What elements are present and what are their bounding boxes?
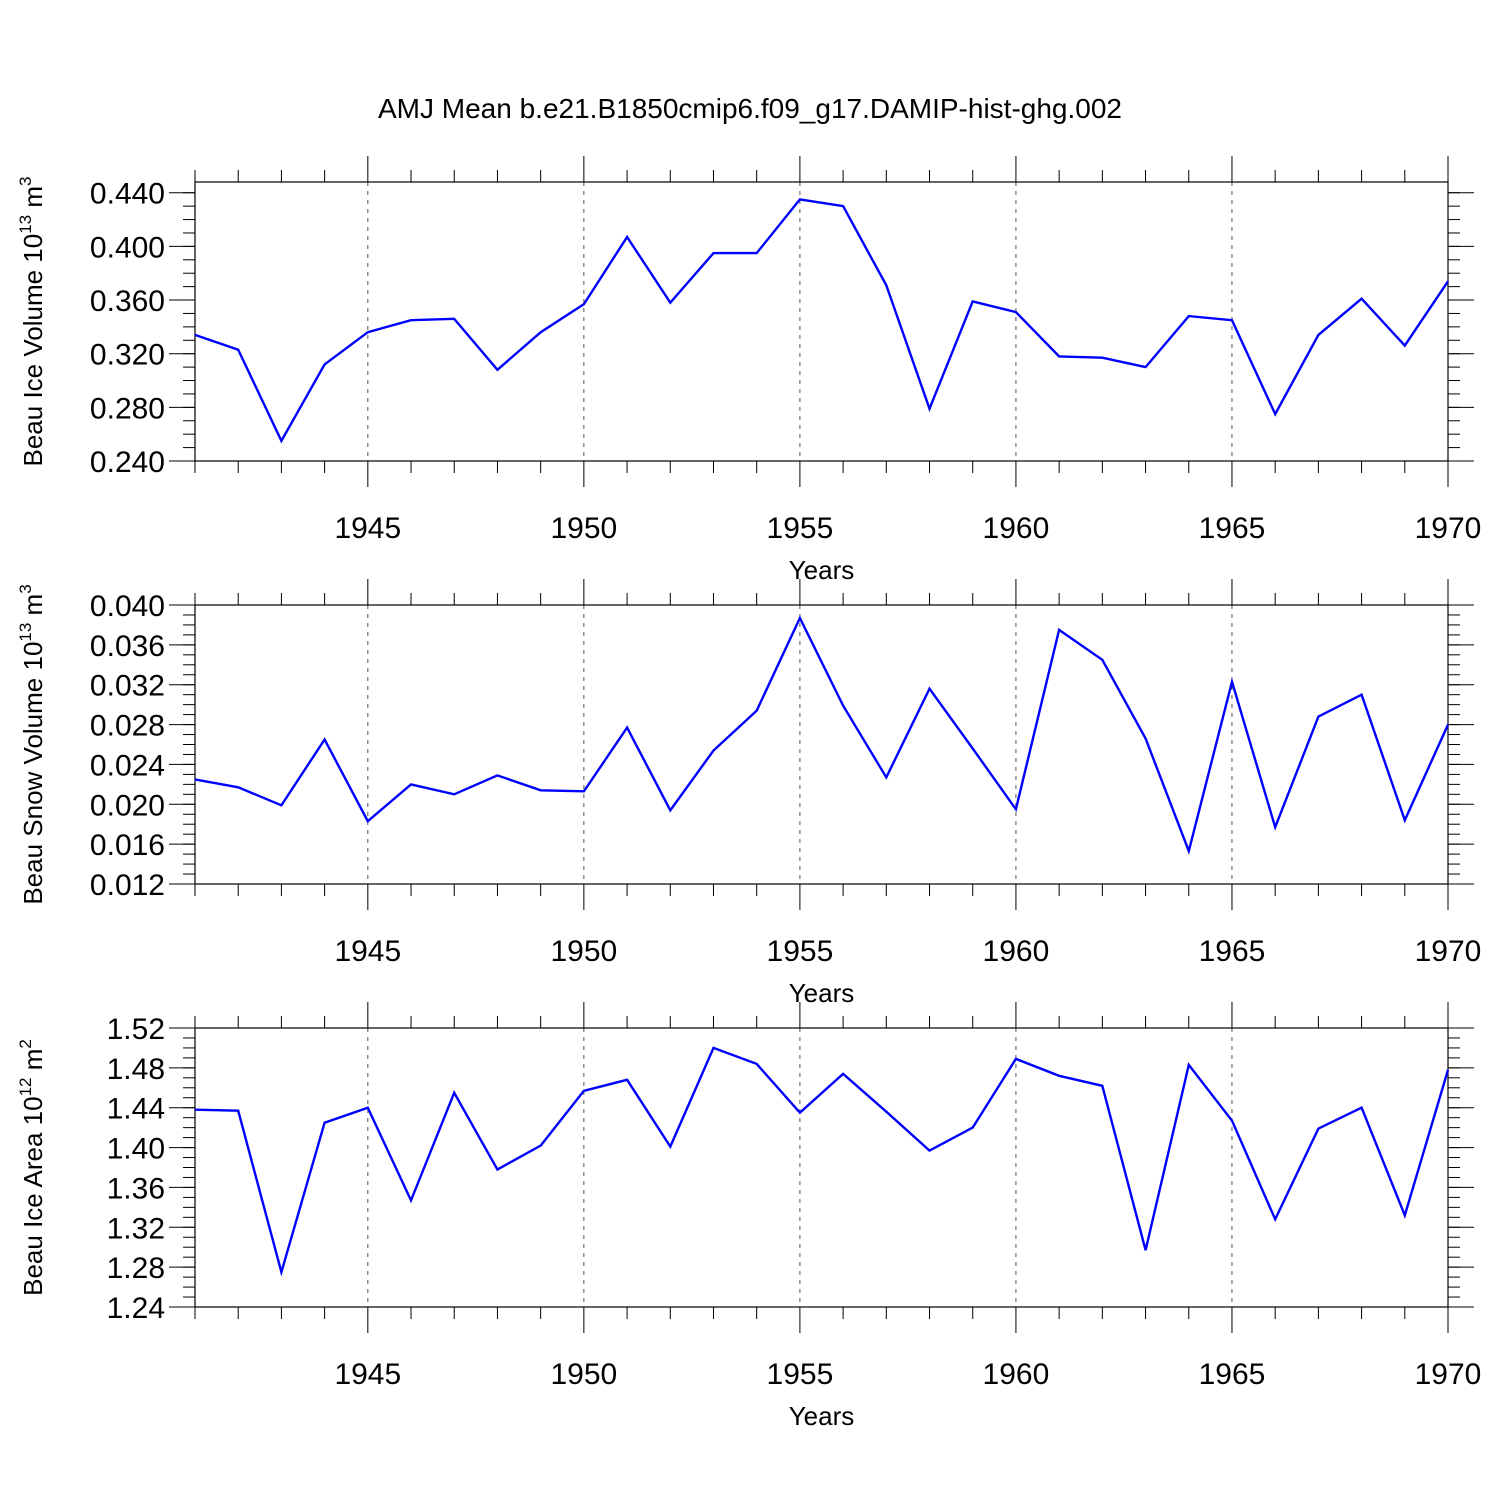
x-tick-label-1955: 1955 <box>767 1358 834 1391</box>
y-tick-label: 0.036 <box>90 630 165 663</box>
x-tick-label-1950: 1950 <box>550 512 617 545</box>
panel-snow-volume: 0.012 0.016 0.020 0.024 0.028 0.032 0.036 0.040… <box>16 579 1481 1008</box>
x-tick-label-1950: 1950 <box>550 1358 617 1391</box>
panel-ice-volume: 0.240 0.280 0.320 0.360 0.400 0.440 1945 1950 19… <box>16 156 1481 585</box>
x-tick-label-1970: 1970 <box>1415 1358 1482 1391</box>
y-tick-label: 0.028 <box>90 710 165 743</box>
x-tick-label-1950: 1950 <box>550 935 617 968</box>
y-tick-label: 0.240 <box>90 446 165 479</box>
x-tick-label-1945: 1945 <box>334 1358 401 1391</box>
y-tick-label: 0.012 <box>90 869 165 902</box>
series-line <box>194 615 1450 856</box>
x-axis-label: Years <box>789 978 855 1008</box>
y-tick-label: 1.28 <box>107 1252 165 1285</box>
y-axis-label: Beau Ice Area 1012 m2 <box>16 1039 48 1296</box>
x-tick-label-1965: 1965 <box>1199 1358 1266 1391</box>
y-tick-label: 0.016 <box>90 829 165 862</box>
y-axis-label: Beau Snow Volume 1013 m3 <box>16 584 48 904</box>
x-tick-label-1965: 1965 <box>1199 935 1266 968</box>
y-tick-label: 0.320 <box>90 339 165 372</box>
x-axis-label: Years <box>789 1401 855 1431</box>
y-tick-label: 0.440 <box>90 178 165 211</box>
series-line <box>194 1046 1450 1277</box>
y-tick-label: 1.52 <box>107 1013 165 1046</box>
y-tick-label: 1.24 <box>107 1292 165 1325</box>
y-tick-label: 0.020 <box>90 789 165 822</box>
plot-frame <box>194 181 1449 462</box>
plot-frame <box>194 1027 1449 1308</box>
y-tick-label: 1.36 <box>107 1172 165 1205</box>
y-tick-label: 0.400 <box>90 231 165 264</box>
y-tick-label: 1.48 <box>107 1053 165 1086</box>
panel-ice-area: 1.24 1.28 1.32 1.36 1.40 1.44 1.48 1.52 1945 1950… <box>16 1002 1481 1431</box>
x-tick-label-1955: 1955 <box>767 512 834 545</box>
x-tick-label-1960: 1960 <box>983 512 1050 545</box>
x-tick-label-1945: 1945 <box>334 512 401 545</box>
x-tick-label-1960: 1960 <box>983 935 1050 968</box>
y-axis-label: Beau Ice Volume 1013 m3 <box>16 177 48 467</box>
y-tick-label: 0.360 <box>90 285 165 318</box>
figure-title: AMJ Mean b.e21.B1850cmip6.f09_g17.DAMIP-… <box>378 93 1122 124</box>
y-tick-label: 1.44 <box>107 1093 165 1126</box>
y-tick-label: 1.40 <box>107 1133 165 1166</box>
x-tick-label-1970: 1970 <box>1415 935 1482 968</box>
y-tick-label: 0.032 <box>90 670 165 703</box>
x-tick-label-1970: 1970 <box>1415 512 1482 545</box>
x-tick-label-1955: 1955 <box>767 935 834 968</box>
x-tick-label-1945: 1945 <box>334 935 401 968</box>
series-line <box>194 198 1449 444</box>
y-tick-label: 0.280 <box>90 392 165 425</box>
y-tick-label: 0.040 <box>90 590 165 623</box>
y-tick-label: 0.024 <box>90 749 165 782</box>
plot-frame <box>194 604 1449 885</box>
x-tick-label-1965: 1965 <box>1199 512 1266 545</box>
x-axis-label: Years <box>789 555 855 585</box>
x-tick-label-1960: 1960 <box>983 1358 1050 1391</box>
y-tick-label: 1.32 <box>107 1212 165 1245</box>
